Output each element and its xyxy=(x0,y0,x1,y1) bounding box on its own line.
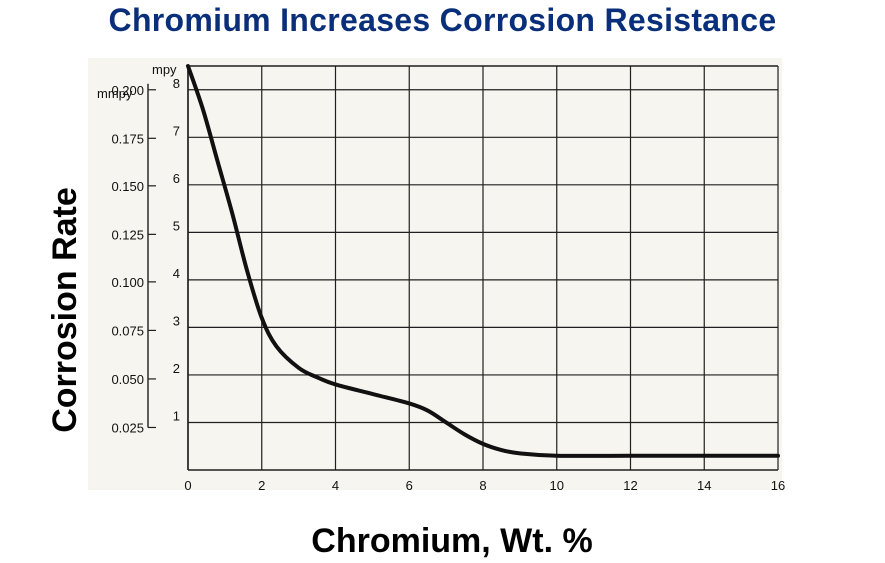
y-tick-label-mmpy: 0.025 xyxy=(111,420,144,435)
x-tick-label: 0 xyxy=(184,478,191,493)
y-tick-label-mpy: 7 xyxy=(173,123,180,138)
y-unit-left: mmpy xyxy=(97,86,133,101)
y-tick-label-mpy: 3 xyxy=(173,313,180,328)
y-unit-right: mpy xyxy=(152,62,177,77)
axes xyxy=(147,65,778,471)
y-axis-label: Corrosion Rate xyxy=(46,187,84,433)
x-tick-label: 2 xyxy=(258,478,265,493)
y-tick-label-mpy: 4 xyxy=(173,266,180,281)
x-tick-label: 14 xyxy=(697,478,711,493)
y-tick-label-mmpy: 0.075 xyxy=(111,323,144,338)
x-tick-label: 8 xyxy=(479,478,486,493)
y-tick-label-mmpy: 0.200 xyxy=(111,83,144,98)
y-tick-label-mmpy: 0.050 xyxy=(111,372,144,387)
y-tick-label-mpy: 1 xyxy=(173,408,180,423)
page-title: Chromium Increases Corrosion Resistance xyxy=(108,2,777,38)
y-tick-label-mmpy: 0.150 xyxy=(111,179,144,194)
x-tick-label: 4 xyxy=(332,478,339,493)
grid xyxy=(88,58,782,490)
x-tick-label: 12 xyxy=(623,478,637,493)
y-tick-label-mpy: 6 xyxy=(173,171,180,186)
x-tick-label: 16 xyxy=(771,478,785,493)
x-tick-label: 10 xyxy=(550,478,564,493)
y-tick-label-mmpy: 0.100 xyxy=(111,275,144,290)
y-tick-label-mmpy: 0.125 xyxy=(111,227,144,242)
x-axis-label: Chromium, Wt. % xyxy=(311,522,592,560)
y-tick-label-mpy: 2 xyxy=(173,361,180,376)
series-layer xyxy=(186,64,780,458)
series-line-0 xyxy=(186,64,780,458)
y-tick-label-mpy: 8 xyxy=(173,76,180,91)
y-tick-label-mmpy: 0.175 xyxy=(111,131,144,146)
x-tick-label: 6 xyxy=(406,478,413,493)
plot-background xyxy=(88,58,782,490)
y-tick-label-mpy: 5 xyxy=(173,218,180,233)
tick-labels: 0 2 4 6 8 10 12 14 16123456780.0250.0500.0750.10… xyxy=(111,76,785,493)
